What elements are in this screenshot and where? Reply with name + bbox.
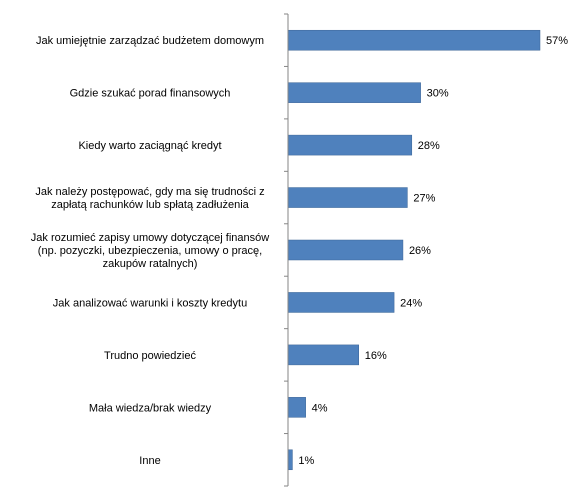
bar-1 bbox=[287, 29, 541, 51]
value-label-2: 30% bbox=[427, 88, 449, 100]
category-label-9: Inne bbox=[139, 455, 160, 467]
value-label-4: 27% bbox=[413, 193, 435, 205]
category-label-line: Mała wiedza/brak wiedzy bbox=[89, 402, 212, 414]
category-label-line: Trudno powiedzieć bbox=[104, 350, 196, 362]
category-label-line: Gdzie szukać porad finansowych bbox=[70, 88, 231, 100]
bar-9 bbox=[287, 449, 293, 471]
category-label-line: Jak analizować warunki i koszty kredytu bbox=[53, 297, 247, 309]
value-labels-group: 57% 30% 28% 27% 26% 24% 16% 4% 1% bbox=[298, 35, 568, 467]
category-label-1: Jak umiejętnie zarządzać budżetem domowy… bbox=[36, 35, 264, 47]
category-label-5: Jak rozumieć zapisy umowy dotyczącej fin… bbox=[31, 232, 269, 270]
bar-4 bbox=[287, 187, 408, 208]
category-label-4: Jak należy postępować, gdy ma się trudno… bbox=[35, 186, 264, 211]
category-label-8: Mała wiedza/brak wiedzy bbox=[89, 402, 212, 414]
value-label-7: 16% bbox=[365, 350, 387, 362]
bar-8 bbox=[287, 397, 306, 418]
bar-7 bbox=[287, 344, 359, 366]
bar-5 bbox=[287, 239, 404, 261]
value-label-5: 26% bbox=[409, 245, 431, 257]
value-label-8: 4% bbox=[312, 402, 328, 414]
bar-2 bbox=[287, 82, 421, 103]
category-label-line: Jak umiejętnie zarządzać budżetem domowy… bbox=[36, 35, 264, 47]
value-label-1: 57% bbox=[546, 35, 568, 47]
value-label-3: 28% bbox=[418, 140, 440, 152]
category-label-line: Jak rozumieć zapisy umowy dotyczącej fin… bbox=[31, 232, 269, 244]
category-label-line: Inne bbox=[139, 455, 160, 467]
category-label-2: Gdzie szukać porad finansowych bbox=[70, 88, 231, 100]
category-label-3: Kiedy warto zaciągnąć kredyt bbox=[78, 140, 221, 152]
category-label-6: Jak analizować warunki i koszty kredytu bbox=[53, 297, 247, 309]
category-label-line: (np. pozyczki, ubezpieczenia, umowy o pr… bbox=[38, 245, 262, 257]
axis-ticks-group bbox=[284, 13, 288, 487]
category-label-line: Jak należy postępować, gdy ma się trudno… bbox=[35, 186, 264, 198]
category-label-line: zapłatą rachunków lub spłatą zadłużenia bbox=[51, 199, 249, 211]
bar-6 bbox=[287, 292, 395, 313]
category-label-line: Kiedy warto zaciągnąć kredyt bbox=[78, 140, 221, 152]
category-label-line: zakupów ratalnych) bbox=[103, 258, 198, 270]
bar-3 bbox=[287, 134, 413, 156]
category-label-7: Trudno powiedzieć bbox=[104, 350, 196, 362]
value-label-6: 24% bbox=[400, 297, 422, 309]
category-labels-group: Jak umiejętnie zarządzać budżetem domowy… bbox=[31, 35, 269, 467]
value-label-9: 1% bbox=[298, 455, 314, 467]
